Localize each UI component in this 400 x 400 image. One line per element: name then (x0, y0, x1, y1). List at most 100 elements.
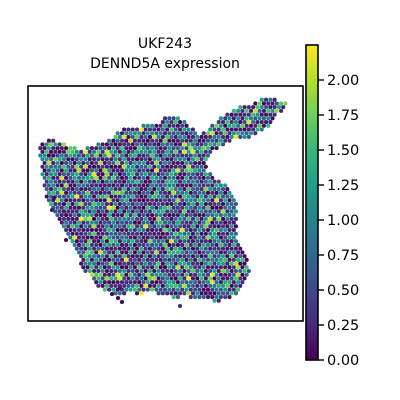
expression-spot (122, 261, 127, 266)
expression-spot (89, 183, 94, 188)
expression-spot (139, 291, 144, 296)
expression-spot (160, 201, 165, 207)
expression-spot (61, 164, 66, 169)
expression-spot (156, 149, 161, 154)
expression-spot (150, 250, 155, 255)
expression-spot (227, 213, 232, 218)
expression-spot (205, 213, 211, 218)
expression-spot (212, 246, 217, 251)
expression-spot (173, 120, 178, 125)
colorbar-tick-label: 1.00 (327, 213, 359, 229)
expression-spot (190, 194, 195, 199)
expression-spot (188, 153, 193, 158)
expression-spot (139, 187, 144, 192)
expression-spot (242, 105, 247, 110)
expression-spot (81, 242, 86, 247)
expression-spot (74, 201, 79, 207)
expression-spot (87, 268, 92, 274)
expression-spot (98, 257, 103, 262)
expression-spot (229, 134, 234, 140)
expression-spot (111, 250, 116, 255)
expression-spot (221, 127, 226, 132)
expression-spot (158, 190, 163, 195)
expression-spot (178, 231, 183, 236)
expression-spot (167, 183, 172, 188)
expression-spot (135, 268, 140, 274)
expression-spot (119, 131, 125, 136)
expression-spot (259, 112, 264, 117)
expression-spot (98, 272, 103, 277)
expression-spot (53, 209, 58, 214)
expression-spot (178, 254, 183, 259)
expression-spot (178, 216, 183, 221)
expression-spot (79, 224, 84, 229)
expression-spot (113, 164, 118, 169)
expression-spot (175, 138, 180, 143)
expression-spot (175, 220, 180, 225)
expression-spot (225, 127, 230, 132)
expression-spot (135, 201, 140, 207)
expression-spot (197, 235, 202, 240)
expression-spot (225, 291, 230, 296)
expression-spot (251, 120, 256, 125)
expression-spot (139, 239, 144, 244)
expression-spot (221, 268, 226, 274)
expression-spot (76, 235, 82, 240)
expression-spot (154, 138, 159, 143)
expression-spot (126, 283, 131, 288)
expression-spot (178, 246, 183, 251)
expression-spot (145, 205, 150, 210)
expression-spot (61, 194, 66, 199)
expression-spot (70, 231, 75, 236)
expression-spot (107, 242, 112, 247)
expression-spot (55, 160, 60, 166)
expression-spot (109, 254, 114, 259)
expression-spot (89, 205, 94, 210)
expression-spot (160, 283, 165, 288)
expression-spot (266, 108, 271, 113)
expression-spot (242, 254, 247, 259)
expression-spot (218, 123, 223, 128)
expression-spot (143, 194, 148, 199)
expression-spot (190, 276, 195, 281)
expression-spot (109, 291, 115, 297)
expression-spot (266, 123, 271, 128)
expression-spot (70, 239, 75, 244)
expression-spot (55, 213, 60, 218)
expression-spot (147, 254, 152, 259)
expression-spot (218, 228, 223, 233)
expression-spot (115, 160, 120, 166)
expression-spot (231, 280, 236, 285)
expression-spot (188, 131, 193, 136)
expression-spot (251, 127, 256, 132)
expression-spot (274, 101, 279, 106)
expression-spot (141, 220, 146, 225)
expression-spot (115, 198, 120, 203)
expression-spot (195, 134, 200, 140)
expression-spot (85, 175, 90, 180)
expression-spot (132, 146, 137, 151)
expression-spot (92, 216, 97, 221)
expression-spot (223, 138, 228, 143)
expression-spot (193, 175, 198, 180)
expression-spot (68, 190, 73, 195)
expression-spot (104, 142, 109, 147)
expression-spot (190, 268, 195, 274)
expression-spot (165, 283, 170, 288)
expression-spot (171, 242, 176, 247)
expression-spot (115, 131, 120, 136)
expression-spot (51, 146, 56, 151)
expression-spot (94, 205, 99, 210)
expression-spot (177, 303, 183, 309)
expression-spot (214, 235, 219, 240)
expression-spot (124, 213, 129, 218)
expression-spot (100, 268, 105, 274)
expression-spot (218, 265, 223, 270)
expression-spot (83, 194, 88, 199)
expression-spot (42, 160, 47, 166)
expression-spot (203, 172, 208, 177)
expression-spot (111, 183, 116, 188)
expression-spot (225, 224, 230, 229)
expression-spot (141, 250, 146, 255)
expression-spot (216, 261, 221, 266)
